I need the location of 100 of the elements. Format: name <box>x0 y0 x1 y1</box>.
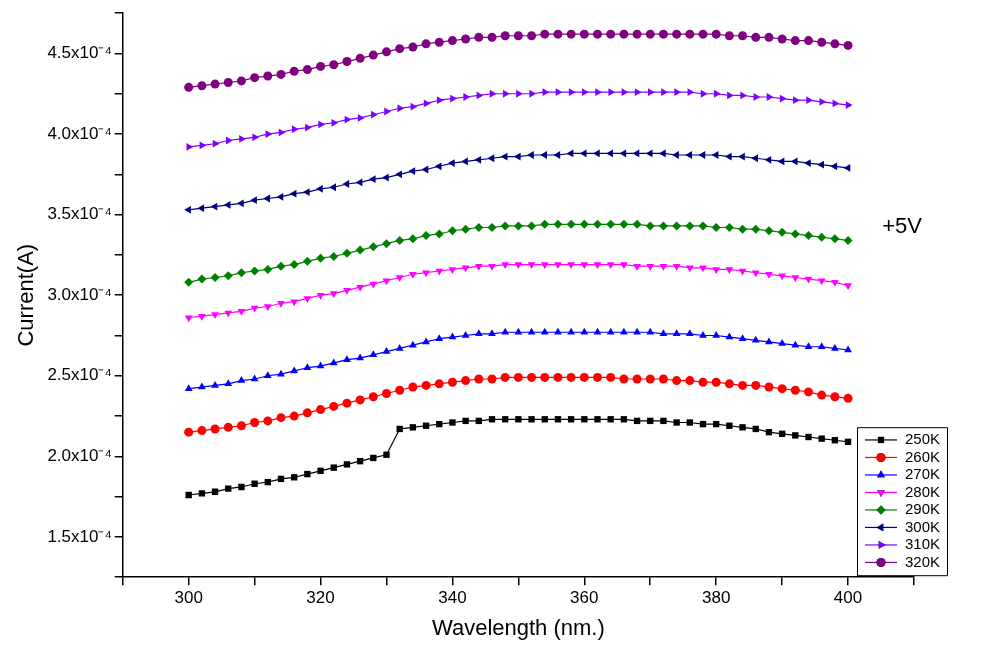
x-tick-label: 320 <box>306 588 335 608</box>
point <box>817 390 827 400</box>
point <box>751 224 761 234</box>
point <box>289 66 299 76</box>
point <box>579 372 589 382</box>
point <box>316 361 325 369</box>
point <box>423 99 431 108</box>
point <box>474 32 484 42</box>
y-axis-title: Current(A) <box>13 243 39 347</box>
point <box>382 47 391 57</box>
point <box>197 81 207 91</box>
point <box>316 184 323 193</box>
point <box>672 151 679 159</box>
y-tick-label: 4.0x10⁻⁴ <box>47 123 112 143</box>
point <box>329 401 339 411</box>
point <box>582 88 589 97</box>
point <box>302 65 312 75</box>
point <box>303 296 312 303</box>
point <box>845 101 853 109</box>
point <box>593 262 602 270</box>
point <box>685 376 695 386</box>
point <box>566 372 576 382</box>
point <box>711 377 721 387</box>
point <box>513 372 523 382</box>
point <box>211 380 219 388</box>
point <box>276 261 286 271</box>
point <box>474 263 483 271</box>
point <box>567 262 576 270</box>
point <box>738 152 745 161</box>
point <box>686 419 693 426</box>
point <box>250 305 259 313</box>
point <box>316 405 326 415</box>
point <box>843 393 853 403</box>
point <box>765 337 773 345</box>
x-tick-label: 340 <box>438 588 467 608</box>
point <box>184 82 194 92</box>
point <box>236 199 244 208</box>
x-tick-label: 360 <box>570 588 599 608</box>
point <box>395 385 405 395</box>
point <box>527 262 536 270</box>
point <box>790 229 800 239</box>
point <box>448 267 457 274</box>
point <box>463 93 471 101</box>
point <box>724 223 734 233</box>
point <box>619 219 629 229</box>
point <box>197 426 207 436</box>
legend-label: 320K <box>905 552 941 570</box>
point <box>434 229 444 239</box>
point <box>540 29 550 39</box>
point <box>832 99 840 108</box>
point <box>276 69 286 79</box>
point <box>197 313 206 321</box>
point <box>223 422 233 432</box>
legend-label: 260K <box>905 447 941 465</box>
point <box>500 221 510 231</box>
point <box>318 120 326 129</box>
point <box>395 170 402 179</box>
point <box>263 304 272 311</box>
point <box>210 272 220 282</box>
point <box>579 29 589 39</box>
point <box>239 134 246 143</box>
point <box>712 267 721 274</box>
point <box>225 485 232 492</box>
point <box>712 330 721 338</box>
point <box>633 327 641 335</box>
point <box>382 347 391 354</box>
point <box>263 194 271 203</box>
point <box>422 270 430 278</box>
point <box>593 149 600 158</box>
point <box>276 193 284 201</box>
point <box>830 280 839 287</box>
point <box>236 268 246 278</box>
point <box>263 71 273 81</box>
point <box>421 380 431 390</box>
point <box>263 264 273 274</box>
point <box>777 157 785 166</box>
point <box>421 39 431 49</box>
point <box>369 350 378 358</box>
point <box>844 283 852 291</box>
point <box>513 152 521 161</box>
point <box>513 31 523 41</box>
point <box>818 435 825 442</box>
point <box>289 411 299 421</box>
point <box>357 114 365 122</box>
point <box>487 374 497 384</box>
point <box>408 340 417 348</box>
point <box>566 219 576 229</box>
point <box>397 104 405 113</box>
point <box>632 219 642 229</box>
point <box>516 89 523 98</box>
point <box>606 262 615 270</box>
point <box>449 419 456 426</box>
point <box>342 57 352 67</box>
point <box>645 29 655 39</box>
point <box>804 159 811 167</box>
point <box>212 139 220 148</box>
point <box>685 29 695 39</box>
point <box>764 155 772 164</box>
point <box>700 89 708 98</box>
point <box>660 417 667 425</box>
